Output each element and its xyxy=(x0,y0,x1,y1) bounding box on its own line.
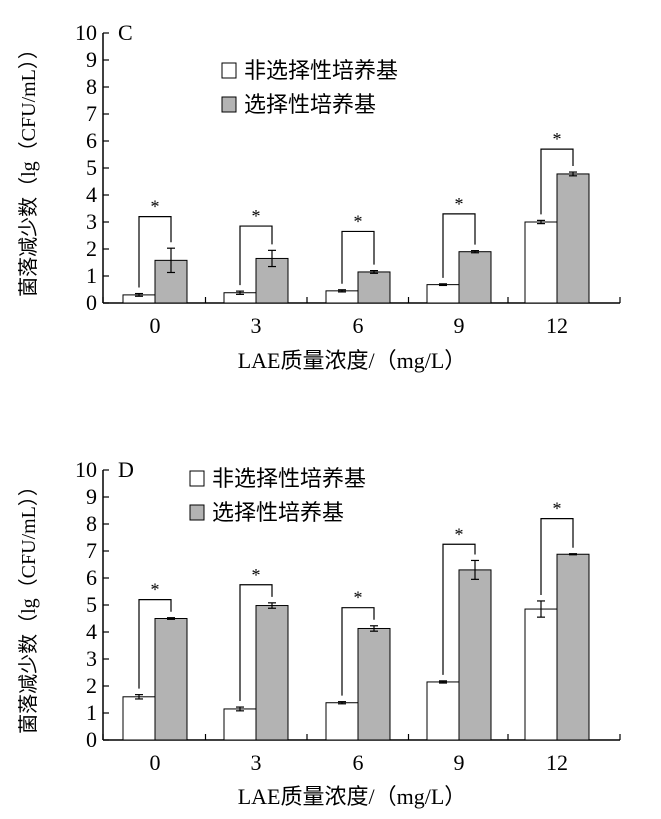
bar-selective xyxy=(154,618,188,741)
x-tick-label: 0 xyxy=(150,313,161,338)
significance-bracket xyxy=(540,517,574,595)
x-tick-label: 9 xyxy=(454,750,465,775)
x-tick-label: 0 xyxy=(150,750,161,775)
legend-swatch-nonselective xyxy=(221,62,237,79)
legend-label-selective: 选择性培养基 xyxy=(212,500,344,525)
bar-nonselective xyxy=(524,608,558,741)
significance-bracket xyxy=(442,543,476,675)
legend-label-nonselective: 非选择性培养基 xyxy=(212,466,366,491)
significance-bracket xyxy=(341,607,375,696)
significance-bracket xyxy=(341,230,375,284)
significance-star: * xyxy=(553,129,562,149)
y-tick-label: 4 xyxy=(86,182,97,207)
y-tick-label: 7 xyxy=(86,101,97,126)
y-tick-label: 1 xyxy=(86,263,97,288)
y-tick-label: 2 xyxy=(86,673,97,698)
bar-selective xyxy=(458,569,492,741)
legend-swatch-selective xyxy=(221,96,237,113)
bar-nonselective xyxy=(223,708,257,741)
y-tick-label: 10 xyxy=(75,457,97,482)
significance-bracket xyxy=(442,213,476,278)
legend-swatch-nonselective xyxy=(189,470,205,487)
y-tick-label: 5 xyxy=(86,592,97,617)
significance-star: * xyxy=(553,499,562,519)
bar-selective xyxy=(556,173,590,304)
x-tick-label: 12 xyxy=(546,750,568,775)
legend-label-selective: 选择性培养基 xyxy=(244,92,376,117)
bar-selective xyxy=(154,259,188,304)
y-tick-label: 5 xyxy=(86,155,97,180)
significance-bracket xyxy=(239,225,273,286)
panel-label: D xyxy=(118,457,134,482)
panel-label: C xyxy=(118,20,133,45)
y-tick-label: 2 xyxy=(86,236,97,261)
significance-bracket xyxy=(239,584,273,702)
y-tick-label: 8 xyxy=(86,511,97,536)
x-tick-label: 12 xyxy=(546,313,568,338)
x-tick-label: 6 xyxy=(353,313,364,338)
x-axis-label: LAE质量浓度/（mg/L） xyxy=(238,784,467,809)
y-tick-label: 9 xyxy=(86,47,97,72)
x-axis-label: LAE质量浓度/（mg/L） xyxy=(238,348,467,373)
bar-nonselective xyxy=(524,221,558,304)
y-tick-label: 0 xyxy=(86,290,97,315)
y-tick-label: 10 xyxy=(75,20,97,45)
significance-bracket xyxy=(540,148,574,215)
legend-swatch-selective xyxy=(189,504,205,521)
bar-nonselective xyxy=(325,290,359,304)
significance-bracket xyxy=(138,598,172,689)
y-tick-label: 9 xyxy=(86,484,97,509)
x-tick-label: 3 xyxy=(251,313,262,338)
bar-selective xyxy=(255,605,289,741)
y-tick-label: 7 xyxy=(86,538,97,563)
significance-star: * xyxy=(151,197,160,217)
x-tick-label: 6 xyxy=(353,750,364,775)
bar-nonselective xyxy=(122,696,156,741)
bar-nonselective xyxy=(325,702,359,741)
y-tick-label: 0 xyxy=(86,727,97,752)
significance-star: * xyxy=(455,524,464,544)
significance-star: * xyxy=(354,211,363,231)
y-tick-label: 3 xyxy=(86,209,97,234)
significance-bracket xyxy=(138,216,172,288)
significance-star: * xyxy=(151,580,160,600)
bar-selective xyxy=(357,627,391,741)
y-tick-label: 1 xyxy=(86,700,97,725)
y-tick-label: 3 xyxy=(86,646,97,671)
bar-nonselective xyxy=(426,284,460,304)
significance-star: * xyxy=(455,194,464,214)
x-tick-label: 3 xyxy=(251,750,262,775)
significance-star: * xyxy=(252,565,261,585)
bar-selective xyxy=(458,251,492,304)
y-tick-label: 6 xyxy=(86,565,97,590)
y-tick-label: 6 xyxy=(86,128,97,153)
y-tick-label: 4 xyxy=(86,619,97,644)
significance-star: * xyxy=(252,206,261,226)
bar-selective xyxy=(556,553,590,741)
bar-nonselective xyxy=(426,681,460,741)
bar-selective xyxy=(357,271,391,304)
y-axis-label: 菌落减少数（lg（CFU/mL）） xyxy=(17,39,40,297)
y-tick-label: 8 xyxy=(86,74,97,99)
legend-label-nonselective: 非选择性培养基 xyxy=(244,58,398,83)
y-axis-label: 菌落减少数（lg（CFU/mL）） xyxy=(17,476,40,734)
significance-star: * xyxy=(354,588,363,608)
x-tick-label: 9 xyxy=(454,313,465,338)
